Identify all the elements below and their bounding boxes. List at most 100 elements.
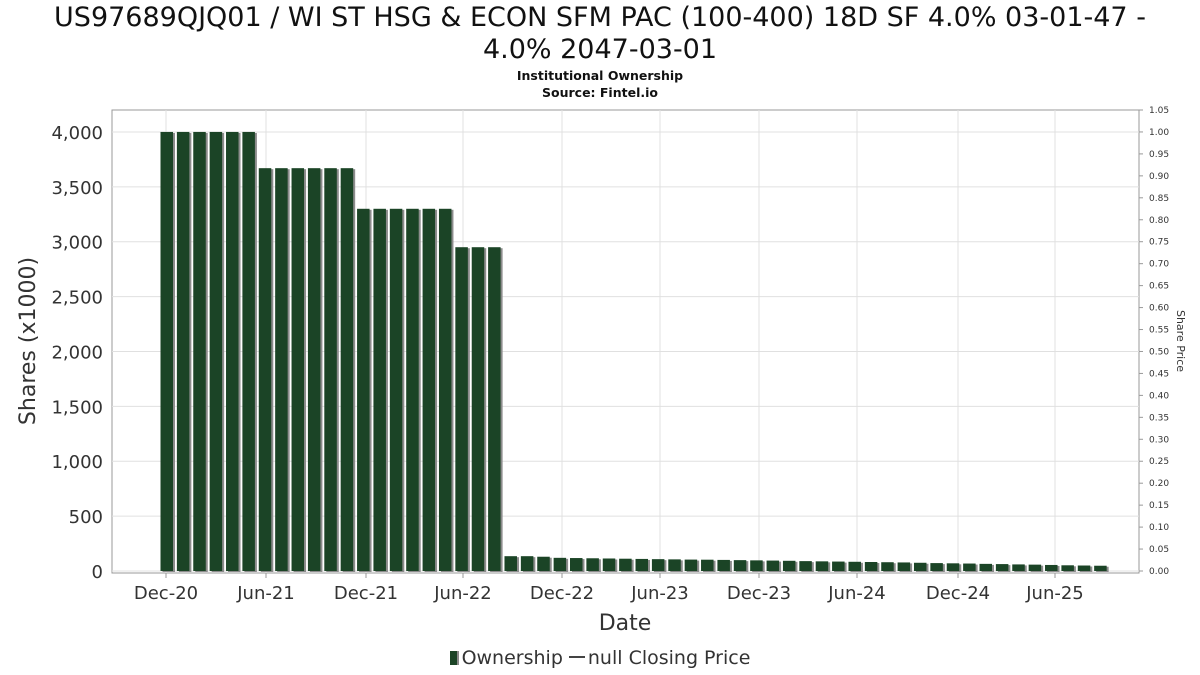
ownership-bar (520, 556, 534, 571)
y2-axis-label: Share Price (1174, 310, 1187, 372)
x-tick-label: Dec-22 (530, 583, 594, 604)
ownership-bar (406, 208, 419, 572)
x-tick-label: Dec-20 (134, 583, 198, 604)
x-tick-label: Jun-25 (1025, 583, 1084, 604)
ownership-bar (455, 247, 468, 571)
y-axis-label: Shares (x1000) (16, 257, 41, 425)
y-tick-label: 500 (69, 507, 103, 528)
ownership-bar (963, 563, 976, 571)
ownership-bar (766, 560, 780, 571)
x-tick-label: Dec-21 (334, 583, 398, 604)
ownership-bar (717, 559, 730, 571)
x-axis-label: Date (599, 611, 652, 636)
ownership-bar (946, 563, 960, 571)
ownership-bar (471, 247, 485, 571)
ownership-bar (832, 561, 845, 571)
chart-subtitle: Institutional Ownership (516, 68, 684, 83)
y2-tick-label: 0.20 (1149, 479, 1169, 489)
y2-tick-label: 1.00 (1149, 128, 1169, 138)
y2-tick-label: 0.80 (1149, 216, 1169, 226)
ownership-bar (1028, 564, 1042, 571)
y2-tick-label: 0.50 (1149, 347, 1169, 357)
ownership-bar (176, 131, 190, 571)
ownership-bar (553, 557, 567, 571)
ownership-bar (668, 559, 681, 571)
ownership-bar (242, 131, 255, 571)
y-tick-label: 1,000 (51, 452, 103, 473)
x-tick-label: Jun-24 (827, 583, 886, 604)
ownership-bar (897, 562, 911, 571)
chart-legend: Ownership null Closing Price (0, 647, 1200, 669)
x-tick-label: Jun-23 (630, 583, 689, 604)
y2-tick-label: 0.45 (1149, 369, 1169, 379)
y2-tick-label: 0.35 (1149, 413, 1169, 423)
ownership-bar (1012, 564, 1025, 571)
ownership-bar (733, 560, 747, 571)
ownership-bar (1094, 565, 1107, 571)
y2-tick-label: 0.00 (1149, 567, 1169, 577)
ownership-bar (930, 563, 943, 571)
ownership-bar (913, 562, 927, 571)
ownership-bar (995, 564, 1009, 571)
ownership-bar (373, 208, 386, 572)
x-tick-label: Jun-21 (236, 583, 295, 604)
y2-tick-label: 0.40 (1149, 391, 1169, 401)
y2-tick-label: 0.25 (1149, 457, 1169, 467)
ownership-bar (291, 168, 305, 571)
ownership-bar (324, 168, 337, 571)
y2-tick-label: 0.30 (1149, 435, 1169, 445)
chart-source: Source: Fintel.io (542, 85, 658, 100)
ownership-bar (193, 131, 206, 571)
ownership-bar (438, 208, 452, 572)
ownership-bar (684, 559, 698, 571)
ownership-bar (651, 559, 665, 571)
y-tick-label: 4,000 (51, 123, 103, 144)
ownership-bar (504, 556, 517, 571)
ownership-bar (1045, 564, 1058, 571)
ownership-legend-swatch (449, 651, 459, 665)
ownership-bar (226, 131, 239, 571)
ownership-bar (750, 560, 763, 571)
ownership-bar (782, 560, 796, 571)
y2-tick-label: 0.60 (1149, 304, 1169, 314)
x-tick-label: Dec-23 (727, 583, 791, 604)
ownership-bar (815, 561, 829, 571)
ownership-bar (258, 168, 272, 571)
ownership-bar (881, 562, 894, 571)
ownership-legend-label: Ownership (461, 647, 563, 669)
ownership-bar (160, 131, 173, 571)
ownership-bar (537, 556, 550, 571)
y-tick-label: 3,500 (51, 178, 103, 199)
ownership-bar (570, 558, 583, 571)
ownership-bar (488, 247, 501, 571)
ownership-bar (1077, 565, 1091, 571)
y2-tick-label: 1.05 (1149, 106, 1169, 116)
y-tick-label: 2,000 (51, 342, 103, 363)
ownership-bar (275, 168, 288, 571)
ownership-bar (864, 561, 878, 571)
ownership-bar (701, 559, 714, 571)
x-tick-label: Jun-22 (433, 583, 492, 604)
y2-tick-label: 0.65 (1149, 282, 1169, 292)
ownership-bar (635, 558, 649, 571)
chart-title-line-1: US97689QJQ01 / WI ST HSG & ECON SFM PAC … (54, 2, 1146, 33)
ownership-bar (848, 561, 861, 571)
ownership-bar (586, 558, 599, 571)
y2-tick-label: 0.15 (1149, 501, 1169, 511)
price-legend-label: null Closing Price (587, 647, 751, 669)
ownership-bar (422, 208, 436, 572)
y-tick-label: 2,500 (51, 288, 103, 309)
chart-title-line-2: 4.0% 2047-03-01 (482, 34, 718, 65)
ownership-bar (307, 168, 321, 571)
y-tick-label: 0 (92, 562, 103, 583)
ownership-bar (799, 561, 812, 571)
y2-tick-label: 0.55 (1149, 326, 1169, 336)
ownership-bar (979, 563, 992, 571)
ownership-bar (1061, 565, 1074, 571)
ownership-bar (209, 131, 223, 571)
ownership-bar (357, 208, 370, 572)
y-tick-label: 3,000 (51, 233, 103, 254)
y2-tick-label: 0.75 (1149, 238, 1169, 248)
